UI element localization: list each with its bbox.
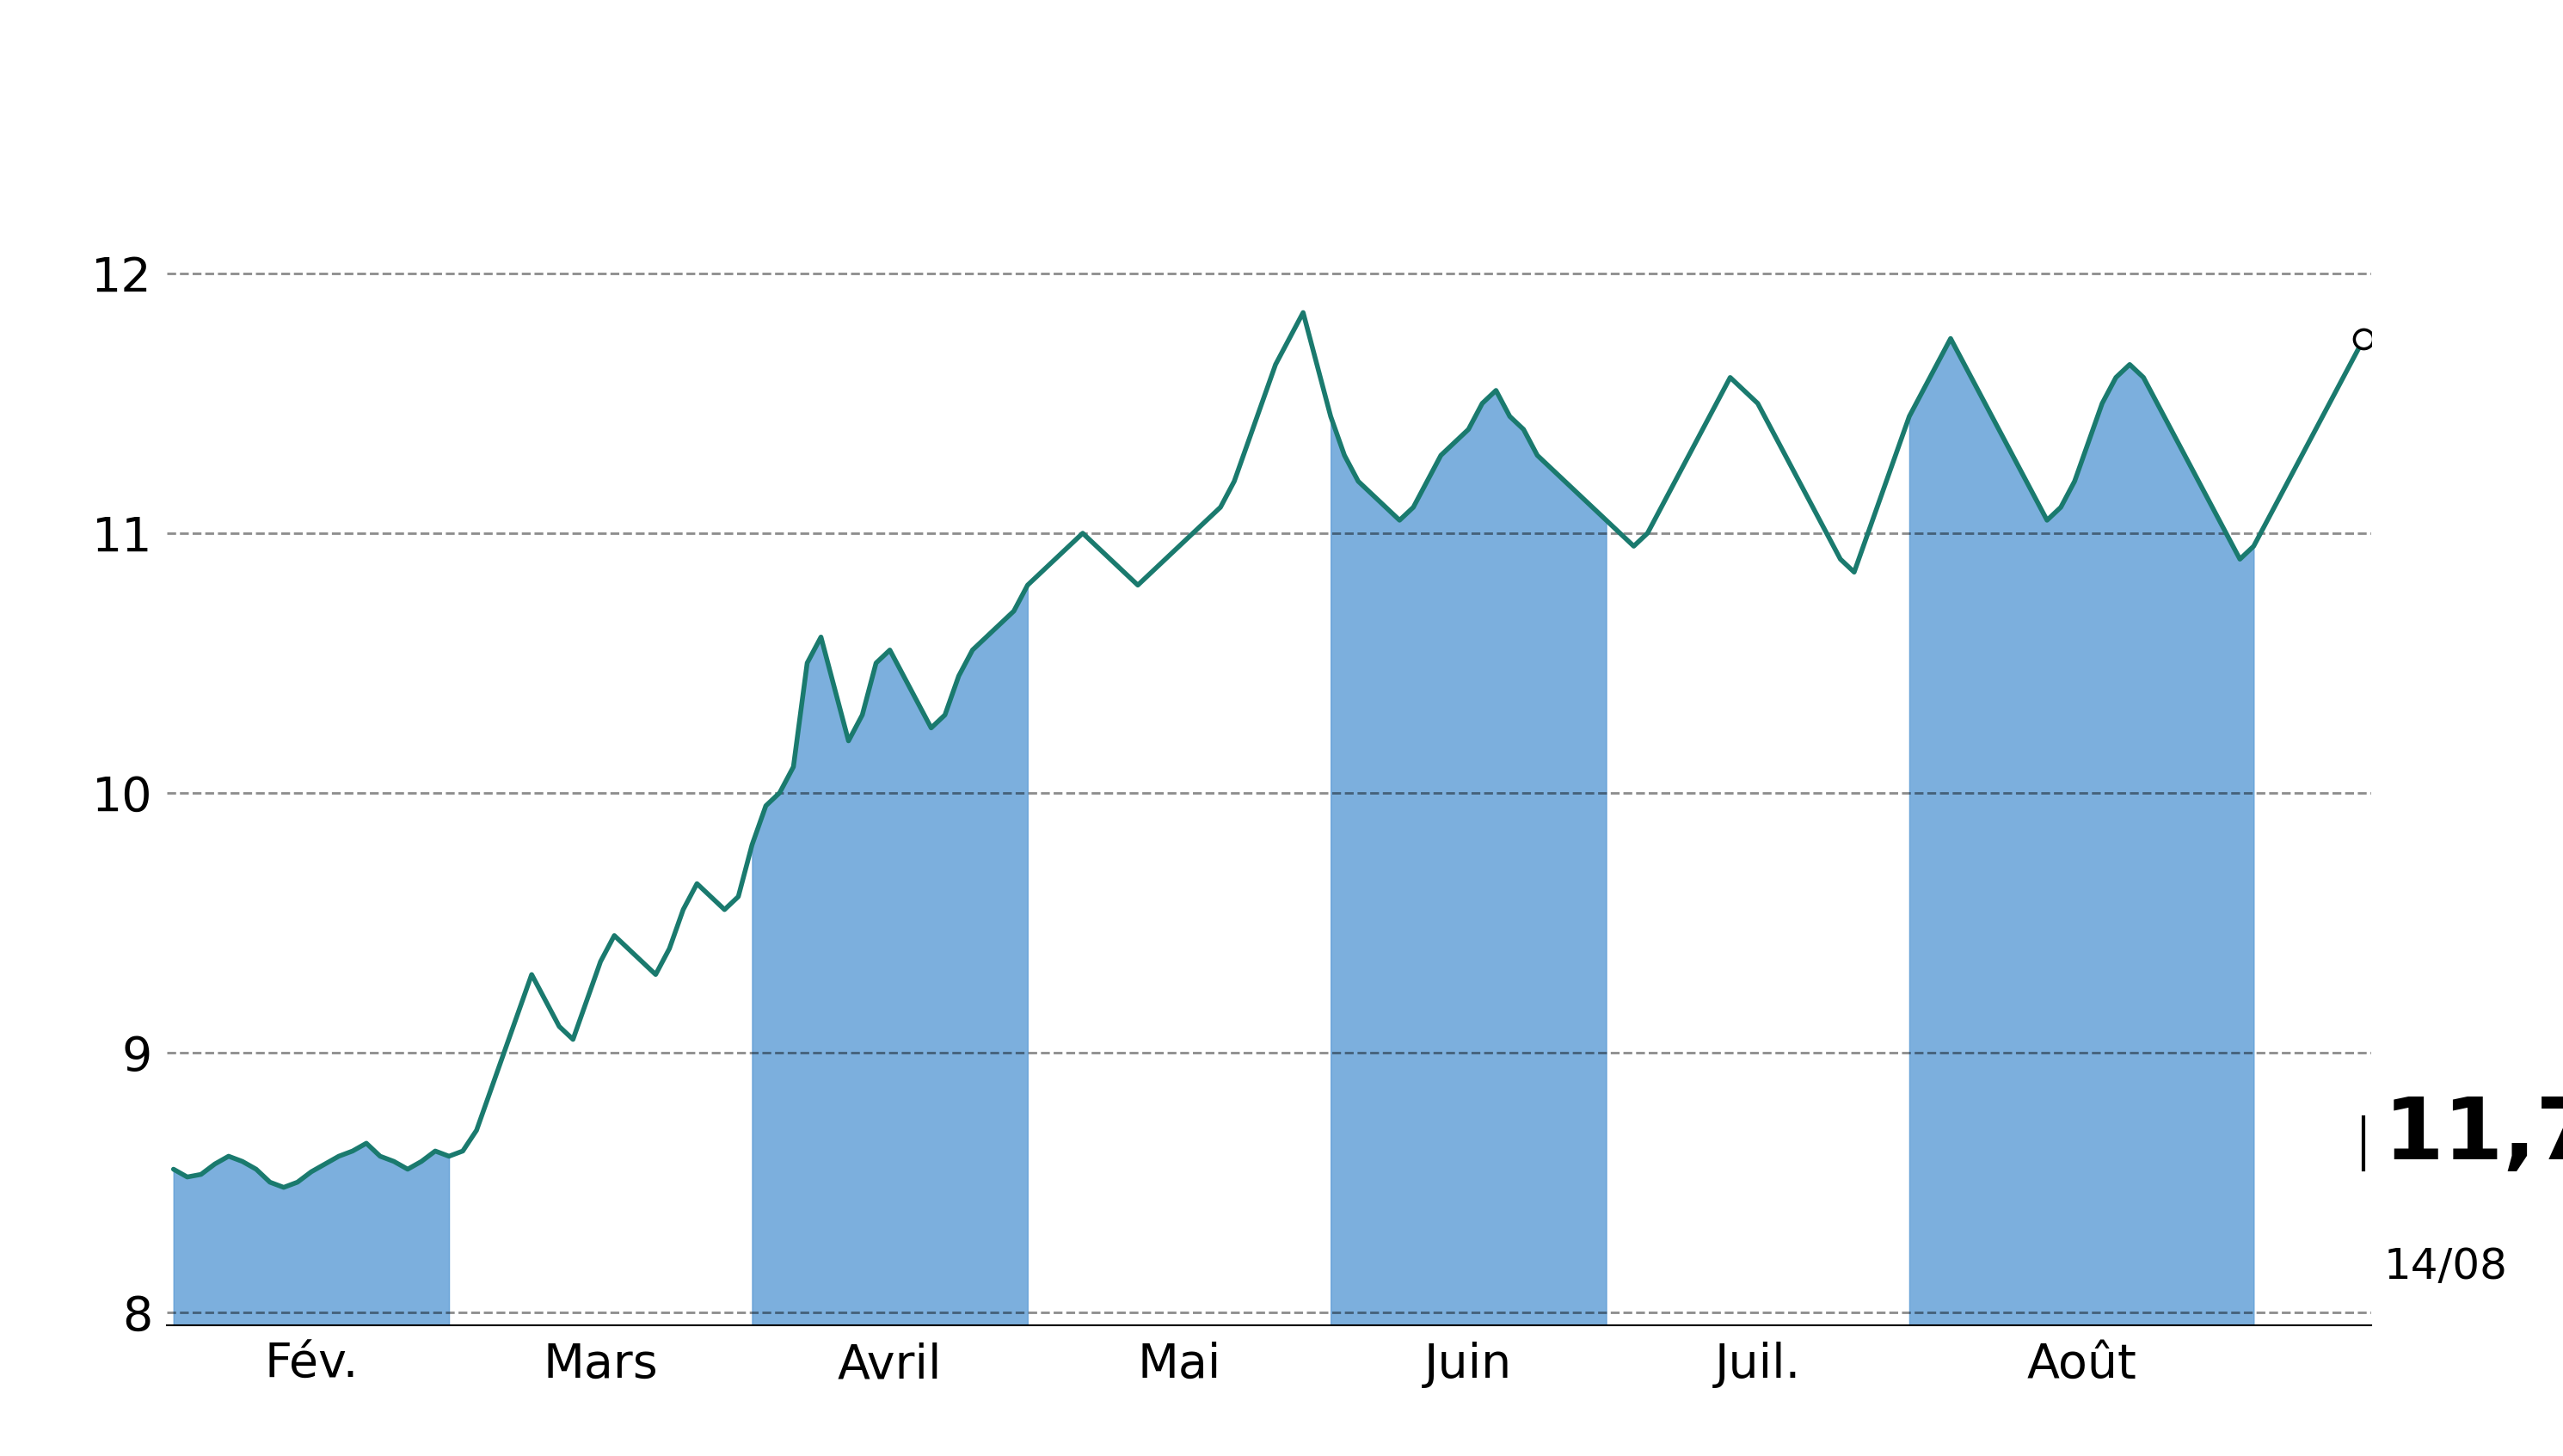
Text: 11,75: 11,75 <box>2384 1093 2563 1178</box>
Text: Grand City Properties SA: Grand City Properties SA <box>710 39 1853 118</box>
Text: 14/08: 14/08 <box>2384 1246 2507 1287</box>
